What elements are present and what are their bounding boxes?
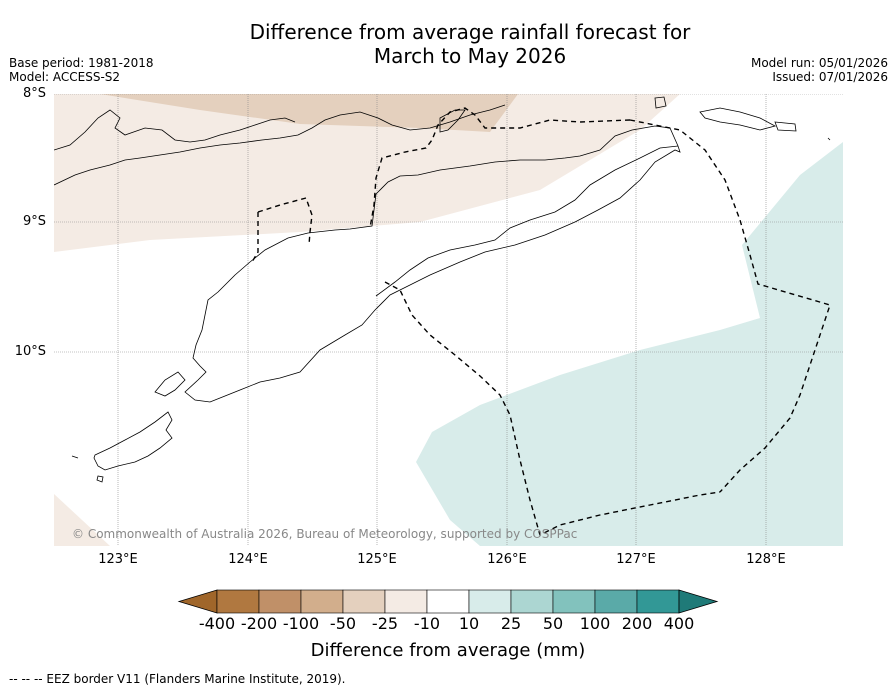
timor-coastline <box>184 125 681 403</box>
colorbar-tick-12: 400 <box>663 614 695 633</box>
island-small-5 <box>96 475 104 483</box>
island-small-6 <box>827 137 831 141</box>
lon-label-127e: 127°E <box>616 552 656 567</box>
island-small-3 <box>774 121 797 132</box>
colorbar-tick-2: -200 <box>240 614 278 633</box>
title-line-1: Difference from average rainfall forecas… <box>249 20 691 44</box>
colorbar-tick-11: 200 <box>621 614 653 633</box>
colorbar-tick-8: 25 <box>500 614 522 633</box>
eez-legend-note: -- -- -- EEZ border V11 (Flanders Marine… <box>9 672 346 686</box>
eez-border-north <box>369 107 631 229</box>
model-run: Model run: 05/01/2026 <box>750 56 888 70</box>
colorbar-tick-1: -400 <box>198 614 236 633</box>
colorbar-tick-5: -25 <box>371 614 399 633</box>
colorbar-tick-7: 10 <box>458 614 480 633</box>
anomaly-region-dry-corner <box>54 494 110 546</box>
gridlines <box>54 94 843 546</box>
alor-coastline <box>154 371 186 397</box>
colorbar-tick-3: -100 <box>282 614 320 633</box>
lat-label-10s: 10°S <box>14 344 46 359</box>
lon-label-125e: 125°E <box>357 552 397 567</box>
eez-borders <box>251 107 831 537</box>
lat-label-8s: 8°S <box>22 86 46 101</box>
copyright-notice: © Commonwealth of Australia 2026, Bureau… <box>72 527 577 541</box>
colorbar-tick-4: -50 <box>329 614 357 633</box>
lat-label-9s: 9°S <box>22 214 46 229</box>
colorbar-tick-10: 100 <box>579 614 611 633</box>
coastlines <box>54 96 831 483</box>
eez-border-enclave <box>251 197 313 263</box>
anomaly-region-wet <box>416 142 843 546</box>
sumba-island <box>71 411 173 471</box>
lon-label-126e: 126°E <box>487 552 527 567</box>
island-small-2 <box>699 107 777 131</box>
island-small-1 <box>654 96 667 109</box>
eez-border-east <box>629 119 831 493</box>
islands-north <box>54 109 296 151</box>
colorbar-tick-9: 50 <box>542 614 564 633</box>
colorbar-label: Difference from average (mm) <box>310 640 586 661</box>
issued-date: Issued: 07/01/2026 <box>772 70 888 84</box>
eez-border-timor-leste <box>384 281 721 537</box>
lon-label-128e: 128°E <box>746 552 786 567</box>
title-line-2: March to May 2026 <box>373 44 567 68</box>
flores-coastline <box>54 104 506 186</box>
anomaly-region-dry-light <box>54 94 680 252</box>
anomaly-region-dry-medium <box>100 94 518 132</box>
lon-label-124e: 124°E <box>228 552 268 567</box>
lon-label-123e: 123°E <box>98 552 138 567</box>
colorbar-ticks: -400 -200 -100 -50 -25 -10 10 25 50 100 … <box>0 614 896 636</box>
base-period: Base period: 1981-2018 <box>9 56 154 70</box>
colorbar-tick-6: -10 <box>413 614 441 633</box>
model-name: Model: ACCESS-S2 <box>9 70 121 84</box>
chart-title: Difference from average rainfall forecas… <box>0 20 896 68</box>
